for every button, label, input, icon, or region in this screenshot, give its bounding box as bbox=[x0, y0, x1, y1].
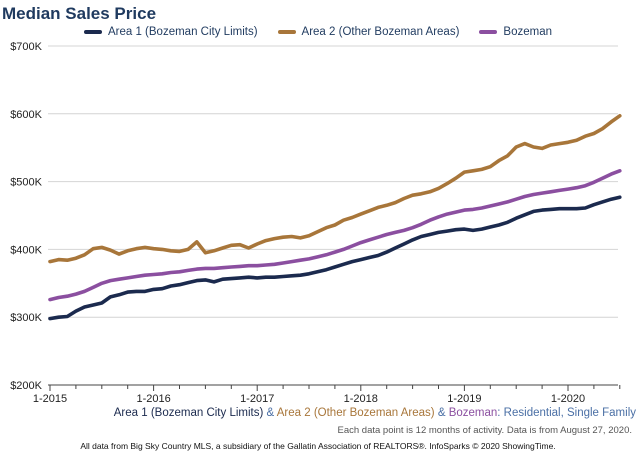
footer-label-area-1: Area 1 (Bozeman City Limits) bbox=[113, 407, 264, 419]
x-tick-label: 1-2015 bbox=[33, 393, 67, 405]
series-layer bbox=[48, 114, 622, 321]
footer-property-type: : Residential, Single Family bbox=[497, 407, 636, 419]
y-tick-label: $500K bbox=[10, 177, 42, 189]
source-credit: All data from Big Sky Country MLS, a sub… bbox=[80, 441, 556, 451]
series-line-1 bbox=[48, 195, 622, 321]
y-tick-label: $400K bbox=[10, 244, 42, 256]
data-note: Each data point is 12 months of activity… bbox=[337, 425, 633, 436]
legend-swatch-area-1 bbox=[83, 30, 102, 34]
legend-label-area-1: Area 1 (Bozeman City Limits) bbox=[107, 26, 258, 38]
axis-layer: $200K $300K $400K $500K $600K $700K 1-2015 1-20… bbox=[10, 41, 621, 405]
footer-separator-2: & bbox=[434, 407, 449, 419]
series-line-2 bbox=[48, 114, 622, 264]
legend-item-area-1[interactable]: Area 1 (Bozeman City Limits) bbox=[83, 26, 258, 38]
x-tick-label: 1-2020 bbox=[551, 393, 585, 405]
chart-title: Median Sales Price bbox=[2, 4, 157, 23]
x-tick-label: 1-2018 bbox=[344, 393, 378, 405]
footer-separator-1: & bbox=[263, 407, 277, 419]
footer-legend: Area 1 (Bozeman City Limits) & Area 2 (O… bbox=[0, 407, 636, 419]
legend-item-bozeman[interactable]: Bozeman bbox=[479, 26, 552, 38]
footer-label-bozeman: Bozeman bbox=[448, 407, 498, 419]
x-tick-label: 1-2019 bbox=[447, 393, 481, 405]
chart-legend: Area 1 (Bozeman City Limits) Area 2 (Oth… bbox=[0, 26, 636, 38]
legend-label-bozeman: Bozeman bbox=[503, 26, 553, 38]
y-tick-label: $200K bbox=[10, 380, 42, 392]
x-tick-label: 1-2017 bbox=[240, 393, 274, 405]
y-tick-label: $300K bbox=[10, 312, 42, 324]
series-line-3 bbox=[48, 169, 622, 302]
y-tick-label: $600K bbox=[10, 109, 42, 121]
x-tick-label: 1-2016 bbox=[136, 393, 170, 405]
y-tick-label: $700K bbox=[10, 41, 42, 53]
legend-swatch-bozeman bbox=[479, 30, 498, 34]
legend-item-area-2[interactable]: Area 2 (Other Bozeman Areas) bbox=[277, 26, 460, 38]
footer-label-area-2: Area 2 (Other Bozeman Areas) bbox=[276, 407, 435, 419]
legend-label-area-2: Area 2 (Other Bozeman Areas) bbox=[301, 26, 460, 38]
legend-swatch-area-2 bbox=[277, 30, 296, 34]
